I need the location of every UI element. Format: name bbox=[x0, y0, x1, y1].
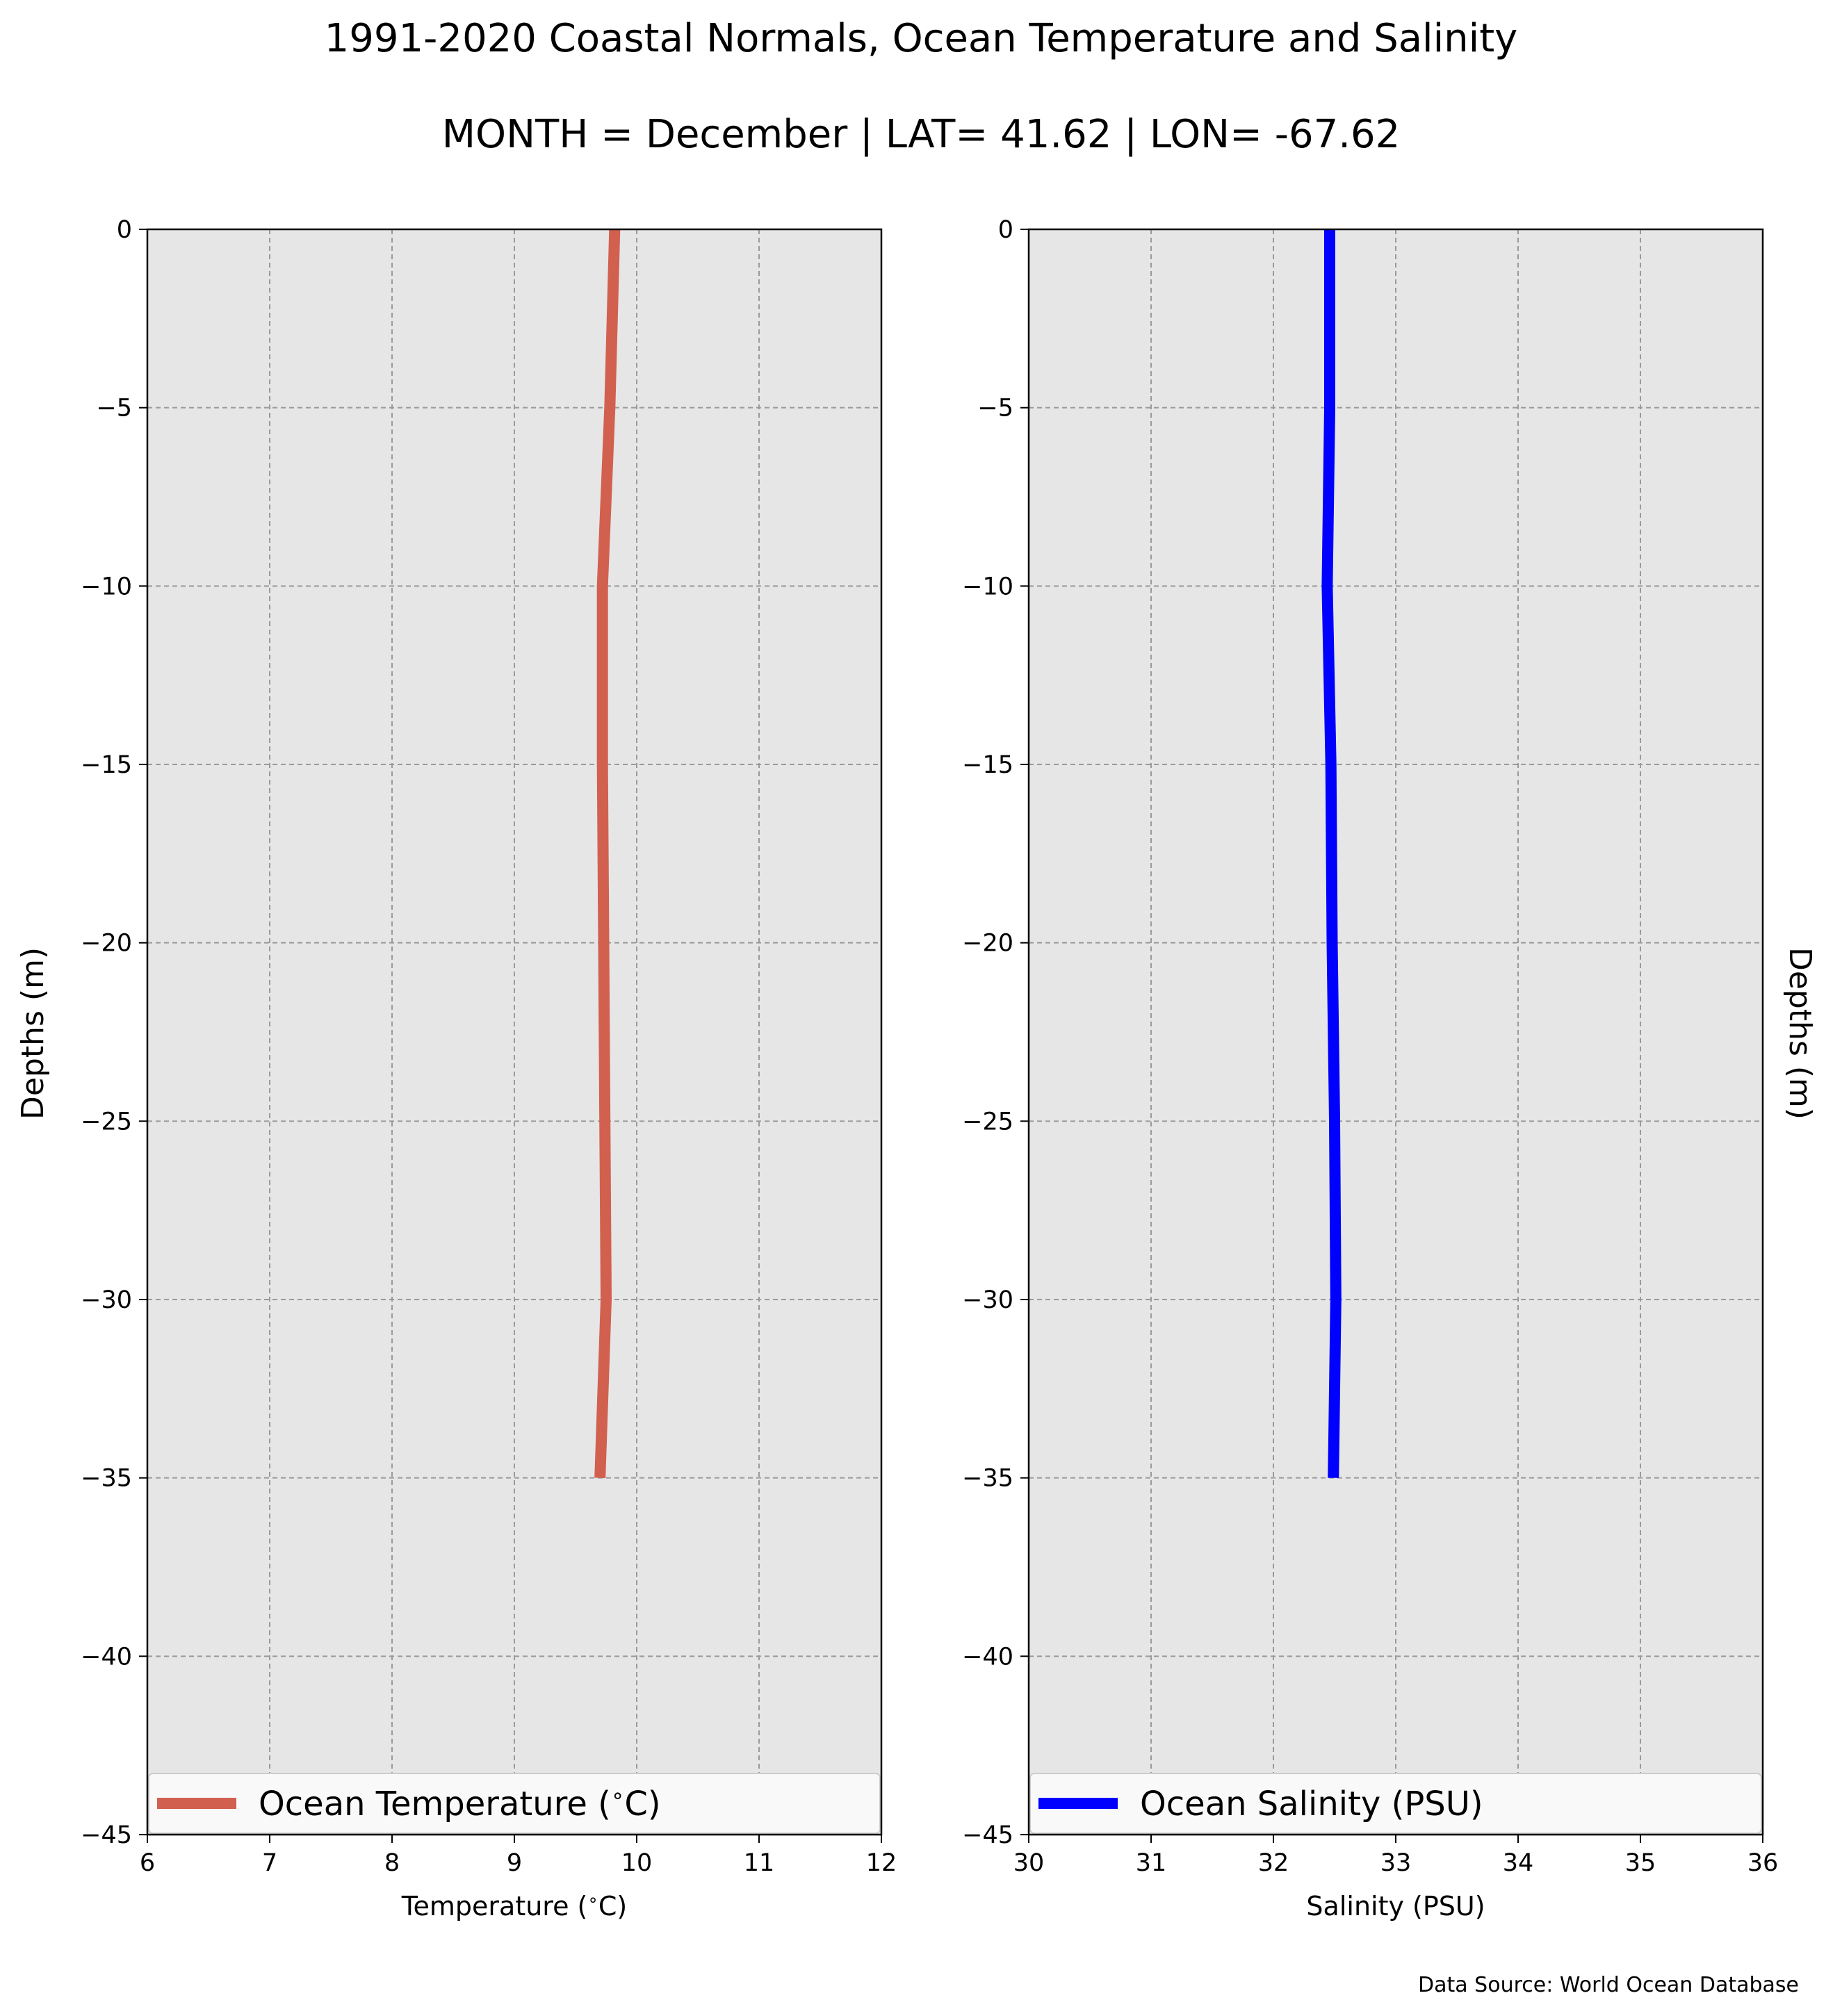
salinity-x-tick-label: 31 bbox=[1136, 1849, 1167, 1877]
salinity-panel: Ocean Salinity (PSU) 30 31 32 33 34 35 36 0 −5 −10… bbox=[962, 216, 1778, 1921]
salinity-x-tick-label: 34 bbox=[1503, 1849, 1534, 1877]
salinity-y-tick-label: 0 bbox=[998, 216, 1013, 244]
salinity-x-tick-label: 30 bbox=[1013, 1849, 1045, 1877]
temperature-x-tick-label: 12 bbox=[866, 1849, 897, 1877]
temperature-y-tick-label: −45 bbox=[81, 1821, 132, 1849]
salinity-x-tick-label: 35 bbox=[1625, 1849, 1656, 1877]
temperature-legend-box bbox=[148, 1773, 881, 1834]
temperature-y-tick-label: −5 bbox=[96, 395, 132, 423]
salinity-legend-label: Ocean Salinity (PSU) bbox=[1140, 1785, 1483, 1824]
temperature-x-tick-label: 10 bbox=[621, 1849, 653, 1877]
temperature-y-tick-label: −30 bbox=[81, 1286, 132, 1314]
salinity-y-tick-label: −35 bbox=[962, 1465, 1013, 1493]
left-y-axis-label: Depths (m) bbox=[15, 947, 51, 1120]
temperature-y-tick-label: −35 bbox=[81, 1465, 132, 1493]
salinity-legend-box bbox=[1029, 1773, 1762, 1834]
temperature-x-tick-label: 9 bbox=[507, 1849, 522, 1877]
salinity-y-tick-label: −45 bbox=[962, 1821, 1013, 1849]
temperature-x-tick-label: 8 bbox=[384, 1849, 400, 1877]
salinity-series-line bbox=[1321, 229, 1342, 1478]
salinity-y-tick-label: −40 bbox=[962, 1643, 1013, 1671]
temperature-x-tick-label: 7 bbox=[262, 1849, 277, 1877]
temperature-series-line bbox=[594, 229, 621, 1478]
temperature-y-tick-label: −25 bbox=[81, 1108, 132, 1136]
salinity-x-tick-label: 32 bbox=[1258, 1849, 1289, 1877]
right-y-axis-label: Depths (m) bbox=[1782, 947, 1818, 1120]
temperature-legend-label: Ocean Temperature (∘C) bbox=[259, 1783, 661, 1824]
temperature-y-tick-label: 0 bbox=[117, 216, 132, 244]
temperature-x-axis-label: Temperature (∘C) bbox=[401, 1890, 627, 1922]
temperature-y-tick-label: −40 bbox=[81, 1643, 132, 1671]
temperature-panel: Ocean Temperature (∘C) 6 7 8 9 10 11 12 0 −5 −10 −1… bbox=[81, 216, 897, 1921]
salinity-y-tick-label: −10 bbox=[962, 573, 1013, 600]
salinity-y-tick-label: −20 bbox=[962, 930, 1013, 958]
salinity-x-tick-label: 33 bbox=[1380, 1849, 1412, 1877]
salinity-y-tick-label: −25 bbox=[962, 1108, 1013, 1136]
temperature-y-tick-label: −15 bbox=[81, 751, 132, 779]
data-source-note: Data Source: World Ocean Database bbox=[1418, 1973, 1799, 1997]
figure-subtitle: MONTH = December | LAT= 41.62 | LON= -67… bbox=[442, 112, 1401, 157]
figure-title: 1991-2020 Coastal Normals, Ocean Tempera… bbox=[325, 16, 1518, 61]
temperature-x-tick-label: 11 bbox=[744, 1849, 775, 1877]
temperature-y-tick-label: −20 bbox=[81, 930, 132, 958]
salinity-x-tick-label: 36 bbox=[1747, 1849, 1779, 1877]
temperature-y-tick-label: −10 bbox=[81, 573, 132, 600]
salinity-y-tick-label: −5 bbox=[977, 395, 1013, 423]
salinity-y-tick-label: −30 bbox=[962, 1286, 1013, 1314]
salinity-x-axis-label: Salinity (PSU) bbox=[1306, 1891, 1485, 1921]
salinity-y-tick-label: −15 bbox=[962, 751, 1013, 779]
temperature-x-tick-label: 6 bbox=[140, 1849, 155, 1877]
